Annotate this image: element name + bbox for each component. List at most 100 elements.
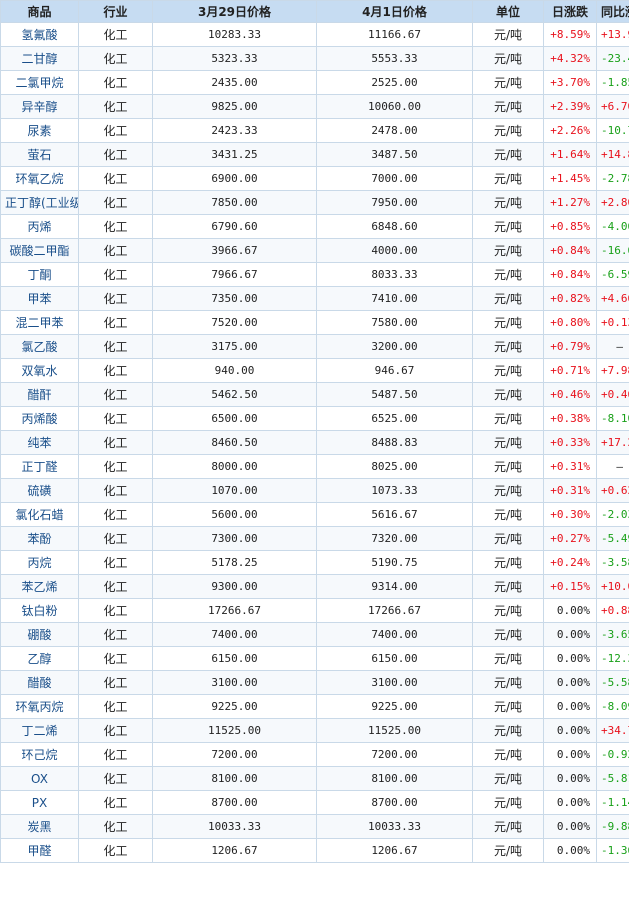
- unit-cell: 元/吨: [472, 382, 544, 407]
- price-mar29-cell: 6900.00: [152, 166, 317, 191]
- yoy-change-cell: -2.78%: [596, 166, 629, 191]
- price-apr1-cell: 7410.00: [316, 286, 473, 311]
- daily-change-cell: 0.00%: [543, 790, 597, 815]
- yoy-change-cell: +17.21%: [596, 430, 629, 455]
- price-apr1-cell: 8700.00: [316, 790, 473, 815]
- commodity-name-link[interactable]: 丙烷: [0, 550, 79, 575]
- commodity-name-link[interactable]: 丁二烯: [0, 718, 79, 743]
- commodity-name-link[interactable]: 苯酚: [0, 526, 79, 551]
- yoy-change-cell: -12.35%: [596, 646, 629, 671]
- unit-cell: 元/吨: [472, 694, 544, 719]
- price-apr1-cell: 9314.00: [316, 574, 473, 599]
- industry-cell: 化工: [78, 406, 153, 431]
- price-apr1-cell: 6150.00: [316, 646, 473, 671]
- price-apr1-cell: 7320.00: [316, 526, 473, 551]
- header-yoy-change: 同比涨跌: [596, 0, 629, 23]
- commodity-name-link[interactable]: 萤石: [0, 142, 79, 167]
- industry-cell: 化工: [78, 22, 153, 47]
- yoy-change-cell: +13.95%: [596, 22, 629, 47]
- commodity-name-link[interactable]: 双氧水: [0, 358, 79, 383]
- daily-change-cell: 0.00%: [543, 598, 597, 623]
- price-mar29-cell: 9300.00: [152, 574, 317, 599]
- yoy-change-cell: -1.14%: [596, 790, 629, 815]
- commodity-name-link[interactable]: 碳酸二甲酯: [0, 238, 79, 263]
- commodity-name-link[interactable]: 氢氟酸: [0, 22, 79, 47]
- unit-cell: 元/吨: [472, 334, 544, 359]
- price-mar29-cell: 940.00: [152, 358, 317, 383]
- unit-cell: 元/吨: [472, 310, 544, 335]
- industry-cell: 化工: [78, 526, 153, 551]
- commodity-name-link[interactable]: 甲苯: [0, 286, 79, 311]
- industry-cell: 化工: [78, 550, 153, 575]
- commodity-name-link[interactable]: 氯乙酸: [0, 334, 79, 359]
- unit-cell: 元/吨: [472, 574, 544, 599]
- price-apr1-cell: 3100.00: [316, 670, 473, 695]
- industry-cell: 化工: [78, 382, 153, 407]
- commodity-name-link[interactable]: 环氧丙烷: [0, 694, 79, 719]
- unit-cell: 元/吨: [472, 670, 544, 695]
- price-mar29-cell: 5600.00: [152, 502, 317, 527]
- price-mar29-cell: 7300.00: [152, 526, 317, 551]
- unit-cell: 元/吨: [472, 526, 544, 551]
- commodity-name-link[interactable]: 二氯甲烷: [0, 70, 79, 95]
- commodity-name-link[interactable]: 硫磺: [0, 478, 79, 503]
- daily-change-cell: +2.26%: [543, 118, 597, 143]
- price-apr1-cell: 9225.00: [316, 694, 473, 719]
- unit-cell: 元/吨: [472, 166, 544, 191]
- unit-cell: 元/吨: [472, 358, 544, 383]
- industry-cell: 化工: [78, 310, 153, 335]
- yoy-change-cell: -1.85%: [596, 70, 629, 95]
- unit-cell: 元/吨: [472, 46, 544, 71]
- industry-cell: 化工: [78, 190, 153, 215]
- price-mar29-cell: 10283.33: [152, 22, 317, 47]
- commodity-name-link[interactable]: 硼酸: [0, 622, 79, 647]
- industry-cell: 化工: [78, 46, 153, 71]
- daily-change-cell: +0.84%: [543, 238, 597, 263]
- commodity-name-link[interactable]: 丙烯: [0, 214, 79, 239]
- daily-change-cell: 0.00%: [543, 718, 597, 743]
- commodity-name-link[interactable]: OX: [0, 766, 79, 791]
- commodity-name-link[interactable]: 苯乙烯: [0, 574, 79, 599]
- commodity-name-link[interactable]: 氯化石蜡: [0, 502, 79, 527]
- commodity-name-link[interactable]: 二甘醇: [0, 46, 79, 71]
- unit-cell: 元/吨: [472, 238, 544, 263]
- industry-cell: 化工: [78, 166, 153, 191]
- commodity-name-link[interactable]: 环己烷: [0, 742, 79, 767]
- industry-cell: 化工: [78, 478, 153, 503]
- daily-change-cell: +1.64%: [543, 142, 597, 167]
- commodity-name-link[interactable]: 正丁醇(工业级): [0, 190, 79, 215]
- commodity-name-link[interactable]: 丙烯酸: [0, 406, 79, 431]
- commodity-name-link[interactable]: 环氧乙烷: [0, 166, 79, 191]
- unit-cell: 元/吨: [472, 766, 544, 791]
- commodity-name-link[interactable]: 纯苯: [0, 430, 79, 455]
- commodity-name-link[interactable]: 钛白粉: [0, 598, 79, 623]
- price-apr1-cell: 7000.00: [316, 166, 473, 191]
- daily-change-cell: +0.84%: [543, 262, 597, 287]
- unit-cell: 元/吨: [472, 214, 544, 239]
- unit-cell: 元/吨: [472, 118, 544, 143]
- header-row: 商品 行业 3月29日价格 4月1日价格 单位 日涨跌 同比涨跌: [0, 0, 629, 23]
- commodity-name-link[interactable]: 乙醇: [0, 646, 79, 671]
- commodity-name-link[interactable]: 甲醛: [0, 838, 79, 863]
- commodity-name-link[interactable]: 尿素: [0, 118, 79, 143]
- commodity-name-link[interactable]: 丁酮: [0, 262, 79, 287]
- yoy-change-cell: +14.81%: [596, 142, 629, 167]
- commodity-name-link[interactable]: 异辛醇: [0, 94, 79, 119]
- commodity-name-link[interactable]: 正丁醛: [0, 454, 79, 479]
- commodity-name-link[interactable]: 醋酐: [0, 382, 79, 407]
- industry-cell: 化工: [78, 334, 153, 359]
- commodity-name-link[interactable]: 混二甲苯: [0, 310, 79, 335]
- commodity-name-link[interactable]: 醋酸: [0, 670, 79, 695]
- commodity-name-link[interactable]: 炭黑: [0, 814, 79, 839]
- commodity-name-link[interactable]: PX: [0, 790, 79, 815]
- yoy-change-cell: -0.92%: [596, 742, 629, 767]
- daily-change-cell: +0.31%: [543, 478, 597, 503]
- yoy-change-cell: +10.01%: [596, 574, 629, 599]
